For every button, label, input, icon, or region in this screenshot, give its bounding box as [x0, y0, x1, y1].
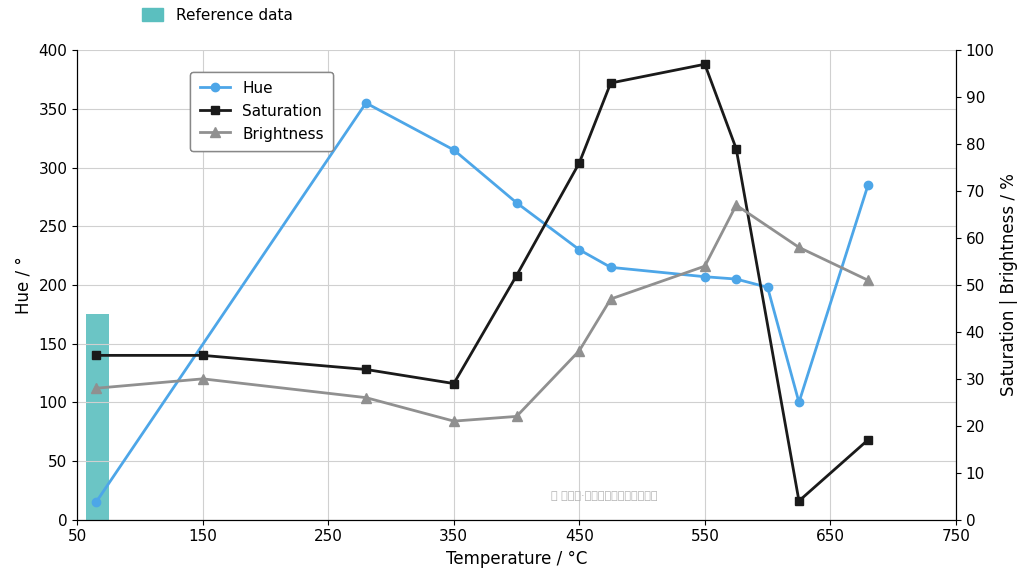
Saturation [698, 61, 711, 68]
Legend: Hue, Saturation, Brightness: Hue, Saturation, Brightness [190, 72, 333, 150]
Brightness [359, 394, 372, 401]
Line: Hue: Hue [92, 99, 872, 506]
Legend: Reference data: Reference data [142, 8, 292, 23]
Brightness [573, 347, 586, 354]
Saturation [90, 352, 102, 359]
Brightness [447, 417, 460, 424]
Hue [359, 100, 372, 107]
Saturation [730, 145, 743, 152]
Brightness [862, 277, 874, 284]
Saturation [573, 159, 586, 166]
Saturation [510, 272, 523, 279]
Y-axis label: Saturation | Brightness / %: Saturation | Brightness / % [1000, 174, 1018, 396]
Bar [86, 314, 108, 519]
Hue [862, 182, 874, 189]
Hue [792, 399, 805, 406]
Hue [90, 498, 102, 505]
Saturation [447, 380, 460, 387]
Hue [698, 273, 711, 280]
Line: Saturation: Saturation [92, 60, 872, 505]
Brightness [698, 263, 711, 270]
Saturation [792, 497, 805, 504]
Brightness [730, 202, 743, 209]
Saturation [196, 352, 209, 359]
Saturation [359, 366, 372, 373]
Hue [730, 276, 743, 283]
Saturation [604, 79, 617, 86]
Hue [573, 246, 586, 253]
Hue [510, 199, 523, 206]
Line: Brightness: Brightness [91, 200, 873, 426]
Y-axis label: Hue / °: Hue / ° [15, 256, 33, 314]
Text: Ⓢ 公众号·氢燃料电池技术共享平台: Ⓢ 公众号·氢燃料电池技术共享平台 [552, 491, 658, 501]
Hue [761, 284, 774, 291]
Hue [604, 264, 617, 271]
Brightness [510, 413, 523, 420]
X-axis label: Temperature / °C: Temperature / °C [446, 550, 587, 568]
Brightness [604, 296, 617, 303]
Saturation [862, 437, 874, 444]
Brightness [196, 375, 209, 382]
Brightness [90, 385, 102, 392]
Brightness [792, 244, 805, 251]
Hue [447, 146, 460, 153]
